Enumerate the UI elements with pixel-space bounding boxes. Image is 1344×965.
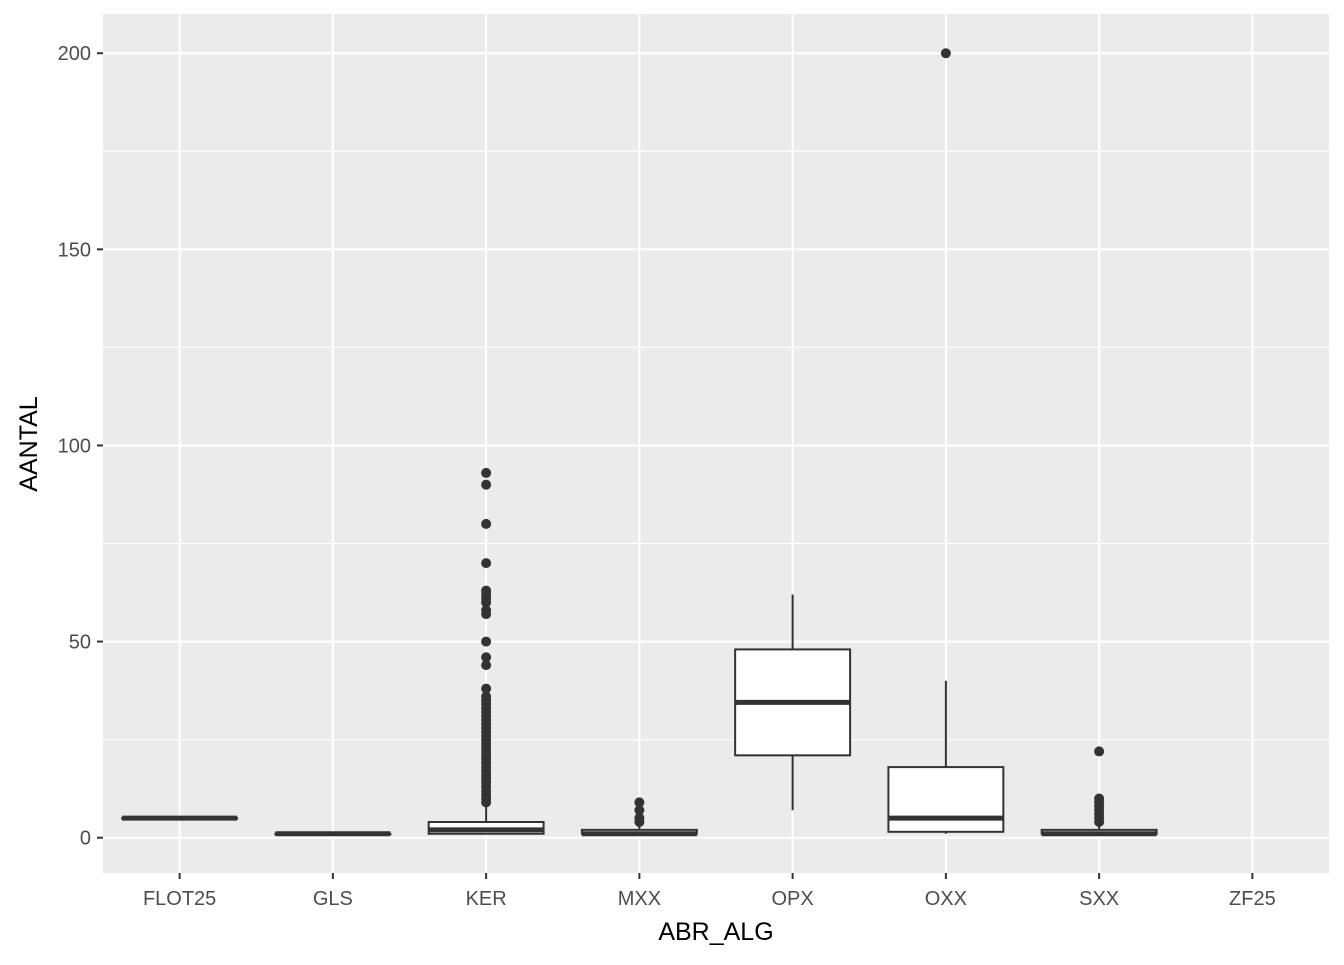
outlier-point: [481, 652, 492, 663]
outlier-point: [634, 805, 645, 816]
y-tick-label: 50: [69, 632, 91, 654]
outlier-point: [481, 518, 492, 529]
outlier-point: [481, 558, 492, 569]
box-oxx: [887, 48, 1005, 834]
x-tick-label: SXX: [1079, 888, 1119, 910]
outlier-point: [481, 636, 492, 647]
plot-panel: [103, 14, 1329, 873]
outlier-point: [481, 683, 492, 694]
y-tick-label: 100: [58, 435, 91, 457]
x-tick-label: GLS: [313, 888, 353, 910]
y-tick-label: 150: [58, 239, 91, 261]
box-mxx: [580, 797, 698, 837]
outlier-point: [940, 48, 951, 59]
outlier-point: [1094, 793, 1105, 804]
box-rect: [887, 766, 1005, 833]
outlier-point: [481, 605, 492, 616]
box-sxx: [1040, 746, 1158, 837]
box-layer: [121, 48, 1158, 837]
box-ker: [427, 467, 545, 835]
axis-layer: 0 50 100 150 200 FLOT25 GLS KER MXX OPX OXX SXX ZF25: [58, 43, 1276, 910]
x-tick-label: FLOT25: [143, 888, 216, 910]
x-axis-title: ABR_ALG: [658, 918, 773, 946]
outlier-point: [634, 813, 645, 824]
x-tick-label: ZF25: [1229, 888, 1276, 910]
x-tick-label: OPX: [772, 888, 814, 910]
y-tick-label: 200: [58, 43, 91, 65]
outlier-point: [481, 467, 492, 478]
y-axis-title: AANTAL: [15, 396, 43, 491]
outlier-point: [481, 479, 492, 490]
outlier-point: [481, 585, 492, 596]
y-tick-label: 0: [80, 828, 91, 850]
outlier-point: [481, 660, 492, 671]
outlier-point: [1094, 746, 1105, 757]
outlier-point: [481, 691, 492, 702]
x-tick-label: MXX: [618, 888, 661, 910]
box-flot25: [121, 815, 239, 821]
box-gls: [274, 831, 392, 837]
outlier-point: [634, 797, 645, 808]
x-tick-label: OXX: [925, 888, 967, 910]
box-opx: [734, 594, 852, 811]
x-tick-label: KER: [466, 888, 507, 910]
